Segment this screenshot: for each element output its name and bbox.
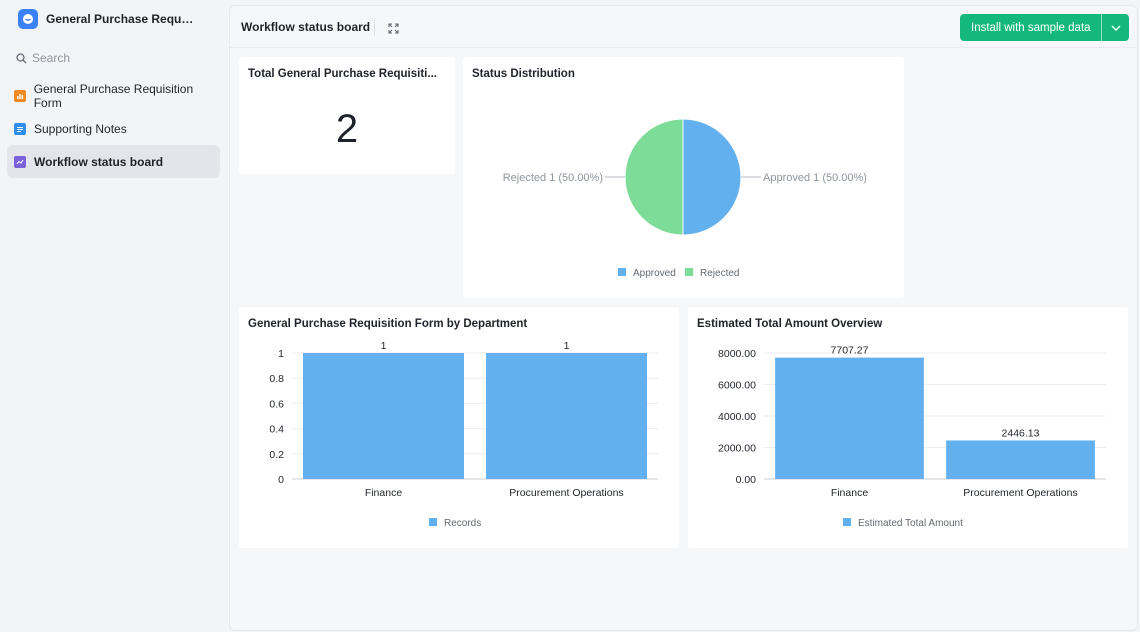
app-header: General Purchase Requis... (18, 8, 196, 30)
y-tick-label: 2000.00 (718, 443, 756, 455)
pie-label: Rejected 1 (50.00%) (503, 172, 603, 184)
sidebar-item-label: General Purchase Requisition Form (33, 81, 194, 110)
form-icon (14, 89, 26, 102)
sidebar-item-label: Supporting Notes (34, 121, 127, 136)
pie-slice-approved (682, 118, 742, 236)
legend-swatch (843, 518, 851, 526)
sidebar: General Purchase Requis... Search Genera… (0, 0, 228, 632)
data-label: 1 (564, 340, 570, 352)
legend-label: Approved (633, 268, 676, 279)
bar (946, 440, 1095, 479)
total-card: Total General Purchase Requisiti... 2 (239, 57, 455, 174)
amount-bar-chart: 0.00 2000.00 4000.00 6000.00 8000.00 7707.27 F… (718, 345, 1106, 529)
y-tick-label: 0 (278, 474, 284, 486)
divider (374, 18, 375, 36)
x-tick-label: Procurement Operations (963, 487, 1077, 499)
department-card: General Purchase Requisition Form by Dep… (239, 307, 679, 548)
bar (302, 353, 465, 479)
sidebar-item-purchase-form[interactable]: General Purchase Requisition Form (7, 79, 220, 112)
x-tick-label: Procurement Operations (509, 487, 623, 499)
search-placeholder: Search (32, 51, 71, 65)
chevron-down-icon (1111, 25, 1120, 31)
legend-label: Rejected (700, 268, 739, 279)
search-icon (16, 52, 27, 63)
department-bar-chart: 0 0.2 0.4 0.6 0.8 1 1 Finance 1 Procurement Opera… (269, 340, 658, 529)
y-tick-label: 4000.00 (718, 411, 756, 423)
legend-label: Records (444, 518, 481, 529)
legend-swatch (429, 518, 437, 526)
legend-swatch (618, 268, 626, 276)
pie-label: Approved 1 (50.00%) (763, 172, 867, 184)
amount-card: Estimated Total Amount Overview 0.00 2000… (688, 307, 1128, 548)
install-button-label: Install with sample data (971, 21, 1091, 34)
sidebar-item-supporting-notes[interactable]: Supporting Notes (7, 112, 220, 145)
bar (485, 353, 648, 479)
sidebar-item-workflow-board[interactable]: Workflow status board (7, 145, 220, 178)
y-tick-label: 0.00 (736, 474, 757, 486)
button-separator (1101, 14, 1102, 41)
search-box[interactable]: Search (16, 51, 70, 65)
total-value: 2 (335, 107, 359, 151)
page-title: Workflow status board (241, 20, 371, 34)
sidebar-item-label: Workflow status board (34, 154, 164, 169)
y-tick-label: 0.4 (269, 424, 284, 436)
x-tick-label: Finance (831, 487, 869, 499)
pie-slice-rejected (624, 118, 684, 236)
y-tick-label: 6000.00 (718, 380, 756, 392)
install-dropdown-toggle[interactable] (1102, 25, 1129, 31)
notes-icon (14, 122, 26, 135)
app-title[interactable]: General Purchase Requis... (46, 12, 196, 26)
y-tick-label: 1 (278, 348, 284, 360)
status-card: Status Distribution Approved 1 (50.00%) R… (463, 57, 904, 298)
fullscreen-icon[interactable] (388, 21, 399, 39)
topbar: Workflow status board Install with sampl… (230, 6, 1137, 48)
y-tick-label: 0.6 (269, 398, 284, 410)
install-button[interactable]: Install with sample data (960, 14, 1129, 41)
y-tick-label: 0.2 (269, 449, 284, 461)
data-label: 7707.27 (831, 345, 869, 357)
legend-swatch (685, 268, 693, 276)
dashboard-icon (14, 155, 26, 168)
x-tick-label: Finance (365, 487, 403, 499)
status-pie-chart: Approved 1 (50.00%) Rejected 1 (50.00%) Ap… (503, 118, 867, 279)
y-tick-label: 0.8 (269, 373, 284, 385)
legend-label: Estimated Total Amount (858, 518, 963, 529)
data-label: 2446.13 (1002, 427, 1040, 439)
main-panel: Workflow status board Install with sampl… (229, 5, 1138, 631)
y-tick-label: 8000.00 (718, 348, 756, 360)
card-title: Total General Purchase Requisiti... (248, 68, 437, 80)
bar (775, 357, 924, 479)
app-logo-icon (18, 9, 38, 29)
data-label: 1 (381, 340, 387, 352)
